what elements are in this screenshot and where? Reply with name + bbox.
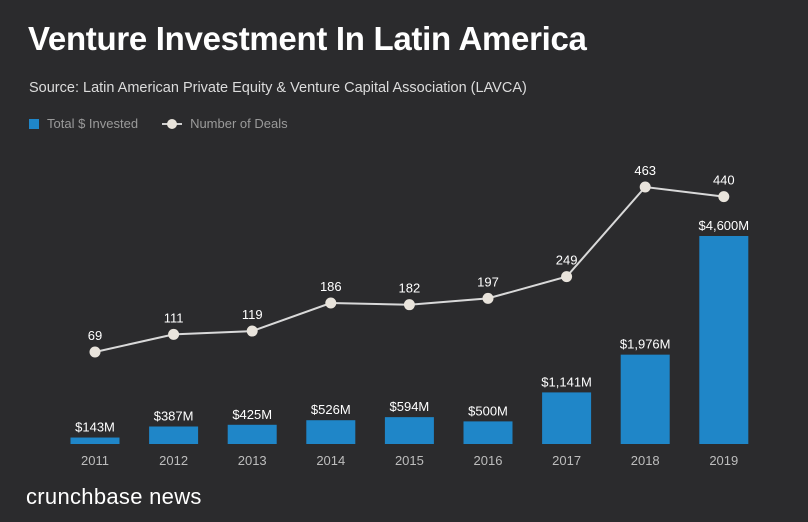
bar-value-label: $425M bbox=[232, 407, 272, 422]
deal-value-label: 463 bbox=[634, 163, 656, 178]
bar-value-label: $143M bbox=[75, 420, 115, 435]
combo-chart: $143M $387M $425M $526M $594M $500M $1,141M $1,… bbox=[70, 163, 749, 468]
bar-2014 bbox=[306, 420, 356, 444]
legend-bar-swatch bbox=[29, 118, 39, 129]
bar-value-label: $4,600M bbox=[699, 218, 750, 233]
deal-point-2017 bbox=[561, 271, 573, 283]
bar-2011 bbox=[70, 437, 120, 444]
deal-value-label: 186 bbox=[320, 279, 342, 294]
deal-value-label: 440 bbox=[713, 173, 735, 188]
legend: Total $ Invested Number of Deals bbox=[29, 116, 288, 131]
deal-point-2019 bbox=[718, 191, 730, 203]
bar-2016 bbox=[463, 421, 513, 444]
x-tick-label: 2014 bbox=[316, 453, 345, 468]
bar-value-label: $526M bbox=[311, 402, 351, 417]
bar-2018 bbox=[620, 354, 670, 444]
deal-value-label: 249 bbox=[556, 253, 578, 268]
deal-point-2018 bbox=[639, 181, 651, 193]
bar-value-label: $1,141M bbox=[541, 374, 592, 389]
x-tick-label: 2013 bbox=[238, 453, 267, 468]
x-tick-label: 2017 bbox=[552, 453, 581, 468]
x-tick-label: 2011 bbox=[81, 453, 109, 468]
x-tick-label: 2019 bbox=[709, 453, 738, 468]
brand-footer: crunchbase news bbox=[26, 484, 202, 509]
bar-value-label: $500M bbox=[468, 403, 508, 418]
legend-bar-label: Total $ Invested bbox=[47, 116, 139, 131]
deal-point-2014 bbox=[325, 297, 337, 309]
deal-point-2011 bbox=[89, 346, 101, 358]
legend-line-label: Number of Deals bbox=[190, 116, 288, 131]
bar-2015 bbox=[384, 417, 434, 444]
chart-subtitle: Source: Latin American Private Equity & … bbox=[29, 80, 527, 96]
deal-value-label: 197 bbox=[477, 274, 499, 289]
deal-value-label: 111 bbox=[164, 310, 184, 325]
deal-value-label: 119 bbox=[242, 307, 263, 322]
x-tick-label: 2012 bbox=[159, 453, 188, 468]
bar-value-label: $1,976M bbox=[620, 337, 671, 352]
deal-value-label: 182 bbox=[399, 281, 421, 296]
labels-layer: $143M $387M $425M $526M $594M $500M $1,141M $1,… bbox=[75, 163, 749, 435]
chart-title: Venture Investment In Latin America bbox=[28, 20, 587, 57]
deal-point-2013 bbox=[246, 325, 258, 337]
x-tick-label: 2015 bbox=[395, 453, 424, 468]
bar-2017 bbox=[542, 392, 592, 444]
bar-value-label: $387M bbox=[154, 409, 194, 424]
deal-value-label: 69 bbox=[88, 328, 102, 343]
legend-line-swatch bbox=[162, 118, 183, 129]
deals-line bbox=[94, 185, 724, 353]
bar-2012 bbox=[149, 426, 199, 444]
bar-2019 bbox=[699, 236, 749, 444]
x-tick-label: 2018 bbox=[631, 453, 660, 468]
bars-layer bbox=[70, 236, 749, 444]
deal-point-2015 bbox=[403, 299, 415, 311]
x-axis-ticks: 2011 2012 2013 2014 2015 2016 2017 2018 2019 bbox=[81, 453, 738, 468]
deal-point-2016 bbox=[482, 292, 494, 304]
bar-2013 bbox=[227, 424, 277, 444]
line-layer bbox=[89, 181, 730, 358]
x-tick-label: 2016 bbox=[474, 453, 503, 468]
deal-point-2012 bbox=[168, 328, 180, 340]
bar-value-label: $594M bbox=[390, 399, 430, 414]
